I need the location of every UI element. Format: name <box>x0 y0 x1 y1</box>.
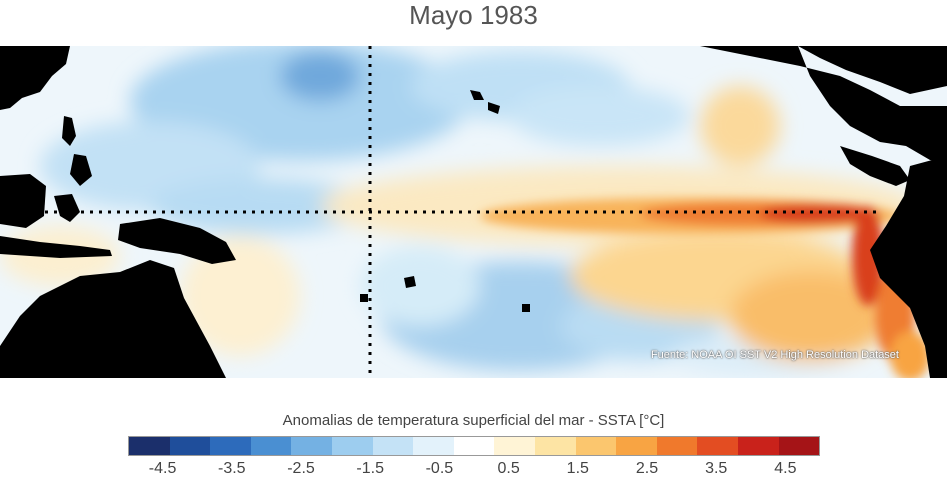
colorbar-tick-label: -2.5 <box>287 460 315 477</box>
equatorial-warm-tongue <box>480 198 930 378</box>
colorbar-swatch <box>250 437 292 455</box>
colorbar-swatch <box>129 437 170 455</box>
ssta-field <box>0 46 920 376</box>
colorbar-tick-label: -3.5 <box>218 460 246 477</box>
colorbar-tick-label: 2.5 <box>635 460 659 477</box>
colorbar-swatch <box>331 437 373 455</box>
colorbar-tick-label: 1.5 <box>566 460 589 477</box>
colorbar-ticks: -4.5 -3.5 -2.5 -1.5 -0.5 0.5 1.5 2.5 3.5 4.5 <box>0 460 947 480</box>
land-masses <box>0 46 947 378</box>
colorbar-swatch <box>169 437 211 455</box>
colorbar-swatch <box>372 437 414 455</box>
colorbar-swatch <box>453 437 495 455</box>
colorbar-swatch <box>656 437 698 455</box>
colorbar-swatch <box>210 437 251 455</box>
source-credit: Fuente: NOAA OI SST V2 High Resolution D… <box>650 349 899 361</box>
colorbar-tick-label: -4.5 <box>148 460 177 477</box>
colorbar-swatch <box>413 437 454 455</box>
colorbar-tick-label: -0.5 <box>425 460 454 477</box>
colorbar-swatch <box>534 437 576 455</box>
colorbar-tick-label: 4.5 <box>774 460 797 477</box>
colorbar-swatch <box>697 437 738 455</box>
colorbar-tick-label: 0.5 <box>497 460 520 477</box>
colorbar-title: Anomalias de temperatura superficial del… <box>282 412 665 429</box>
colorbar <box>128 436 820 456</box>
colorbar-swatch <box>575 437 617 455</box>
colorbar-swatch <box>737 437 779 455</box>
map-title: Mayo 1983 <box>409 0 538 30</box>
colorbar-swatch <box>778 437 820 455</box>
ssta-map <box>0 46 947 378</box>
colorbar-swatch <box>494 437 535 455</box>
colorbar-tick-label: 3.5 <box>705 460 728 477</box>
colorbar-tick-label: -1.5 <box>356 460 384 477</box>
colorbar-swatch <box>616 437 657 455</box>
colorbar-swatch <box>291 437 332 455</box>
